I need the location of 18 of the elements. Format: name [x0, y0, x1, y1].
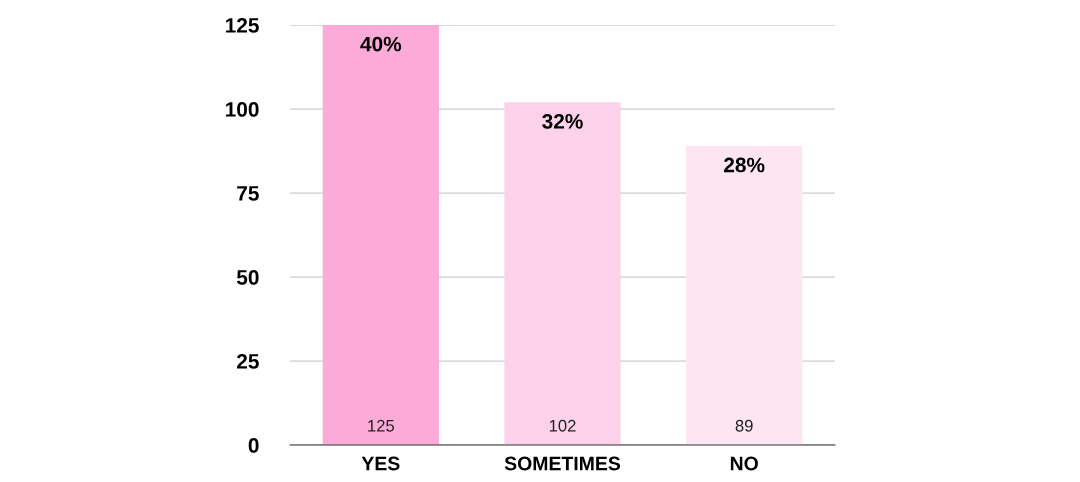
y-tick-label: 25: [237, 354, 259, 369]
x-tick-label: NO: [730, 456, 758, 471]
bar: [322, 25, 439, 445]
y-tick-label: 100: [226, 102, 259, 117]
y-tick-label: 75: [237, 186, 259, 201]
y-tick-label: 125: [226, 18, 259, 33]
annotation: 32%: [542, 113, 583, 129]
annotation: 28%: [724, 157, 765, 173]
x-tick-label: SOMETIMES: [504, 456, 621, 471]
x-tick-label: YES: [361, 456, 400, 471]
y-tick-label: 0: [248, 438, 259, 453]
y-tick-label: 50: [236, 270, 259, 285]
data-label: 102: [549, 419, 576, 432]
annotation: 40%: [360, 36, 402, 52]
data-label: 125: [368, 419, 395, 432]
bar: [504, 102, 621, 445]
data-label: 89: [735, 419, 753, 432]
bar: [686, 145, 803, 445]
